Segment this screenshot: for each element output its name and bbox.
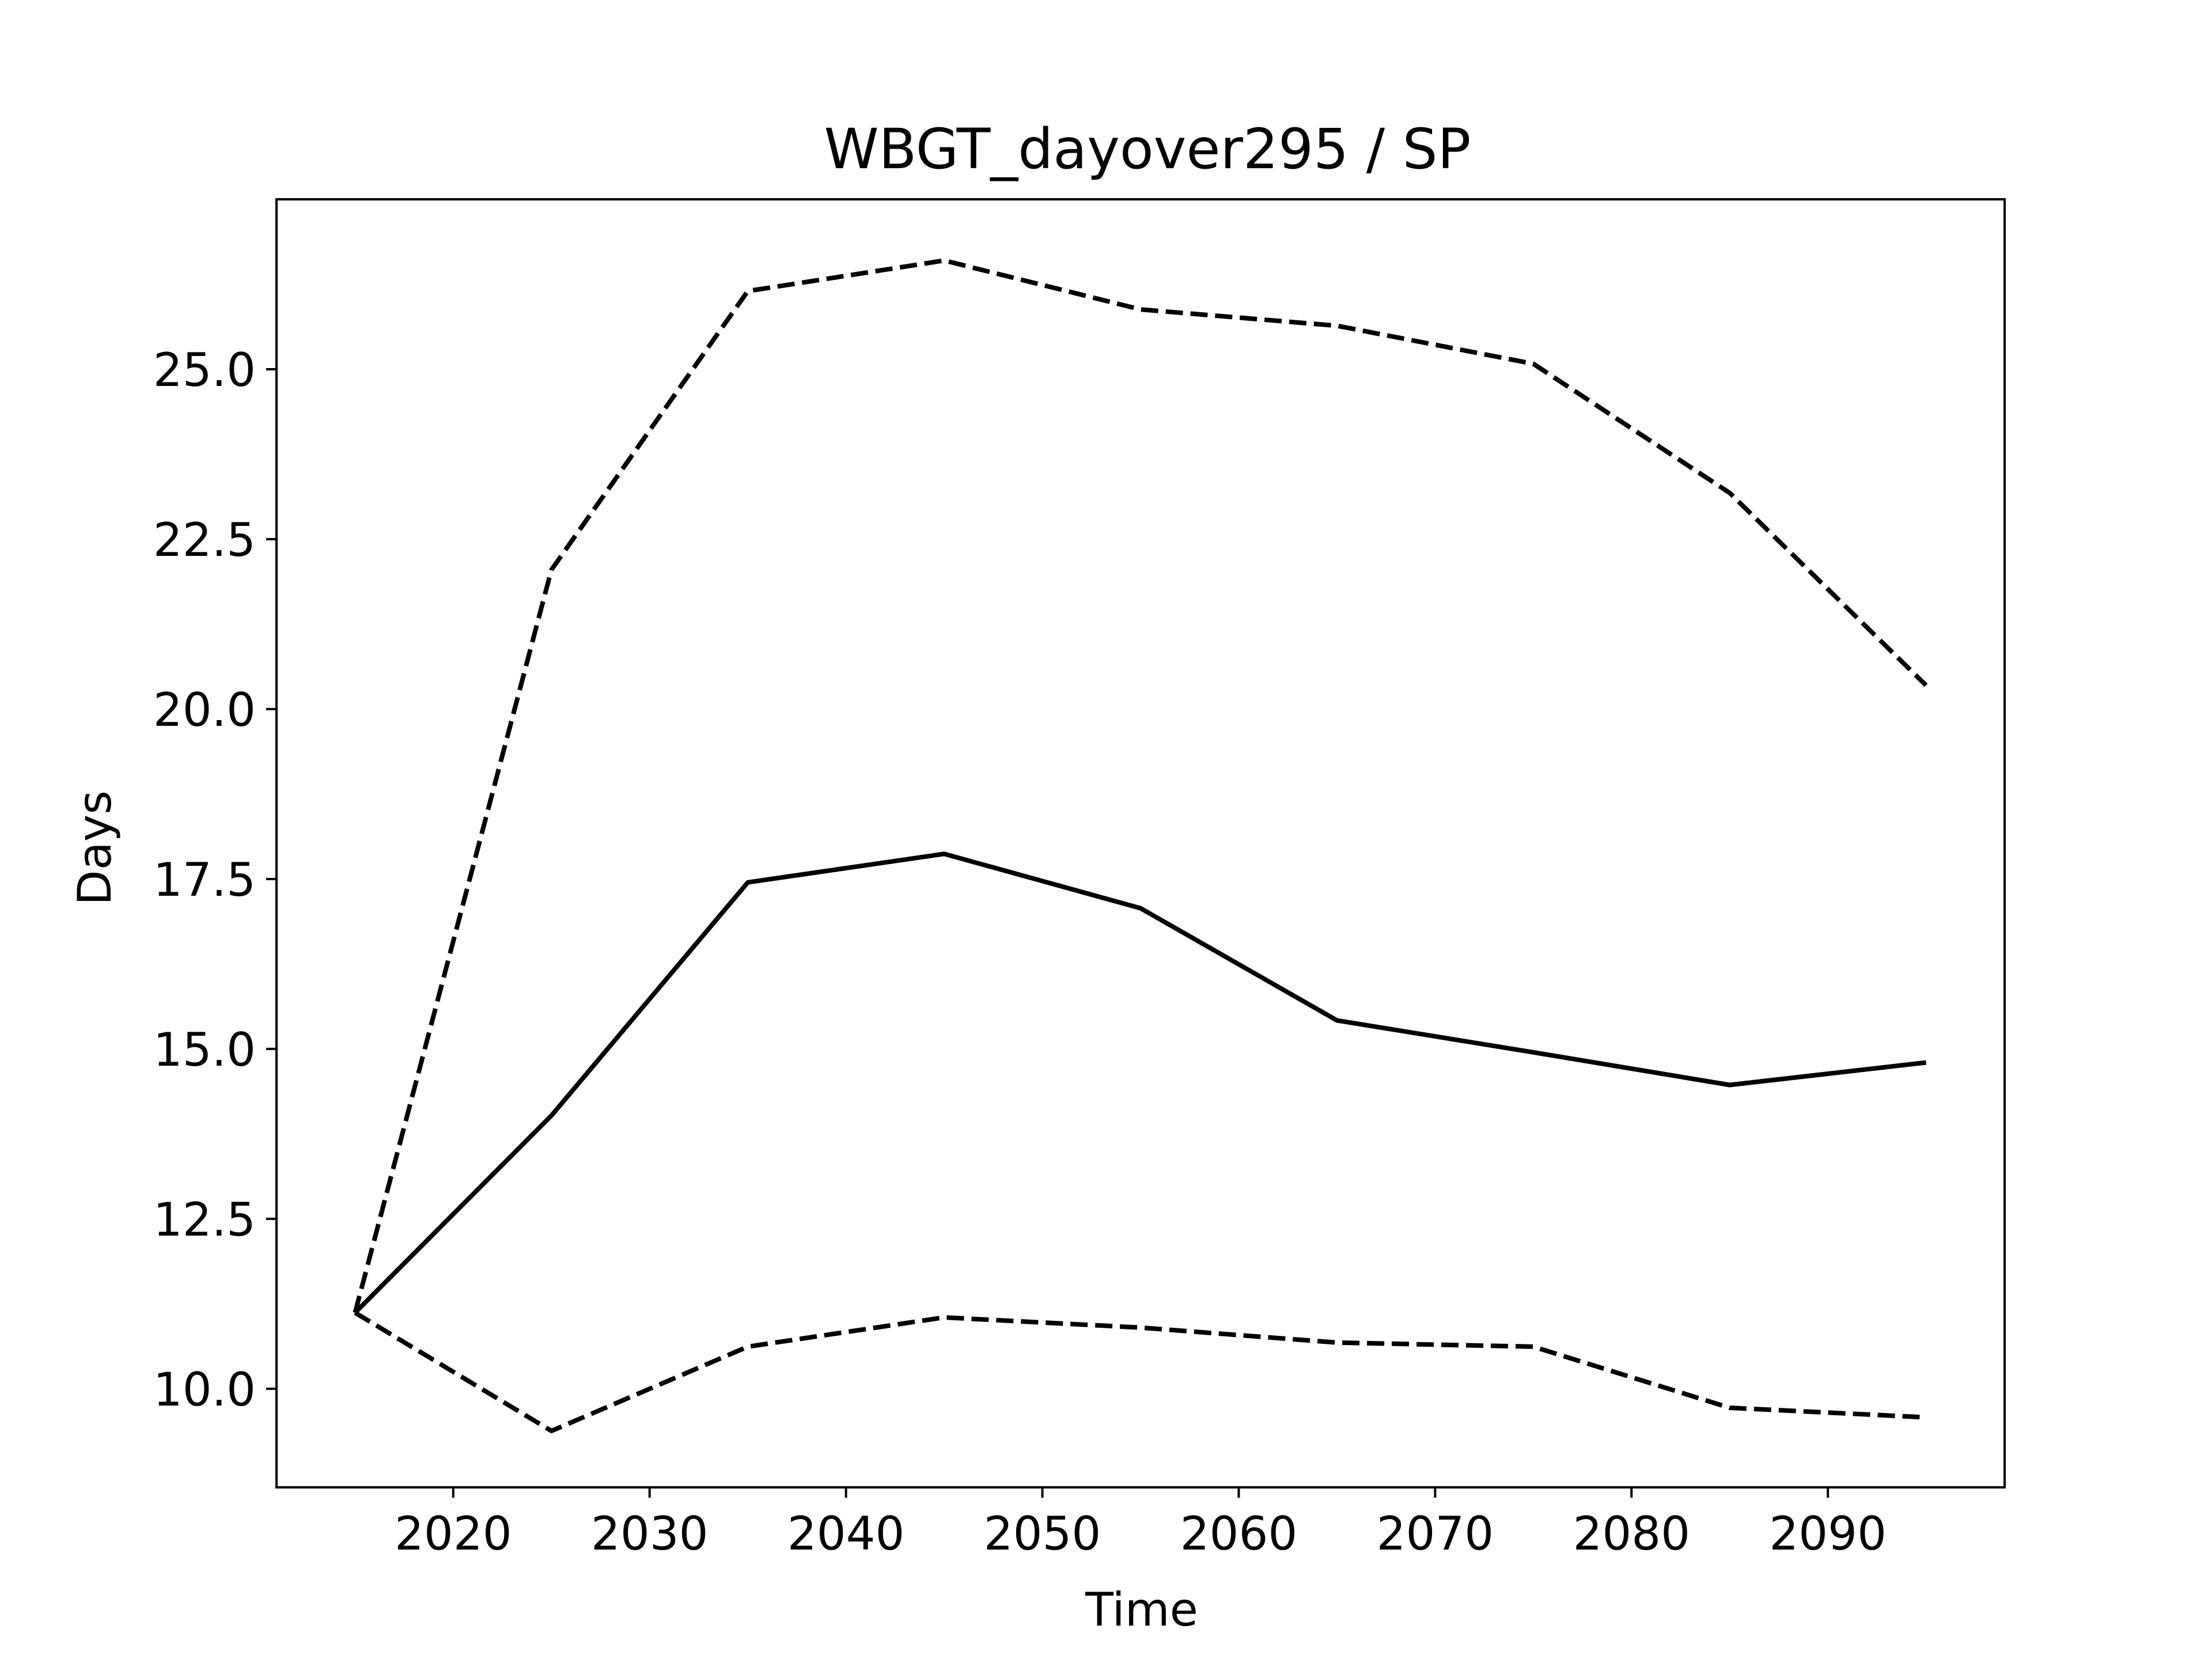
x-tick-label: 2070 [1377, 1507, 1494, 1560]
x-tick-label: 2090 [1769, 1507, 1887, 1560]
x-tick-label: 2020 [395, 1507, 512, 1560]
y-tick-label: 22.5 [153, 513, 256, 567]
y-axis-ticks: 10.0 12.5 15.0 17.5 20.0 22.5 25.0 [153, 343, 276, 1416]
x-tick-label: 2030 [591, 1507, 709, 1560]
series-line-2 [353, 851, 1927, 1315]
y-tick-label: 12.5 [153, 1193, 256, 1247]
y-tick-label: 25.0 [153, 343, 256, 397]
x-tick-label: 2080 [1573, 1507, 1690, 1560]
y-axis-label: Days [68, 790, 122, 906]
plot-frame [275, 198, 2006, 1488]
series-line-3 [354, 1310, 1926, 1434]
y-tick-label: 15.0 [153, 1023, 256, 1077]
series-line-1 [353, 258, 1928, 1313]
x-axis-label: Time [1085, 1583, 1198, 1637]
x-tick-label: 2060 [1180, 1507, 1298, 1560]
chart-title: WBGT_dayover295 / SP [824, 117, 1471, 181]
x-axis-ticks: 2020 2030 2040 2050 2060 2070 2080 2090 [395, 1487, 1887, 1560]
x-tick-label: 2050 [984, 1507, 1101, 1560]
y-tick-label: 20.0 [153, 683, 256, 737]
series-layer [353, 258, 1928, 1434]
x-tick-label: 2040 [787, 1507, 905, 1560]
y-tick-label: 17.5 [153, 853, 256, 907]
y-tick-label: 10.0 [153, 1363, 256, 1416]
